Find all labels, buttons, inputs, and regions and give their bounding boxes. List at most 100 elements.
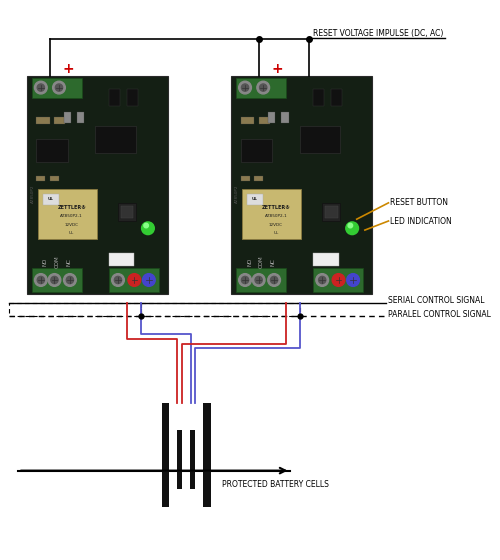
- Bar: [313, 253, 338, 267]
- Bar: [247, 194, 263, 204]
- Bar: [332, 90, 342, 106]
- Circle shape: [252, 274, 265, 286]
- Text: AZ850P2-1: AZ850P2-1: [60, 214, 83, 218]
- Text: NC: NC: [66, 258, 71, 266]
- Bar: [54, 116, 66, 124]
- Bar: [322, 203, 340, 221]
- Text: LED INDICATION: LED INDICATION: [390, 217, 452, 226]
- Circle shape: [242, 277, 248, 283]
- Bar: [268, 112, 275, 123]
- Bar: [162, 403, 169, 507]
- Circle shape: [114, 277, 121, 283]
- Bar: [77, 112, 84, 123]
- Bar: [177, 430, 182, 489]
- Circle shape: [238, 274, 252, 286]
- Bar: [190, 430, 195, 489]
- Circle shape: [144, 223, 148, 228]
- Bar: [240, 176, 250, 181]
- Text: SERIAL CONTROL SIGNAL: SERIAL CONTROL SIGNAL: [388, 296, 485, 305]
- Circle shape: [346, 222, 358, 235]
- Text: NO: NO: [247, 258, 252, 266]
- Bar: [240, 116, 254, 124]
- Bar: [258, 116, 270, 124]
- Circle shape: [346, 274, 360, 286]
- Text: NC: NC: [270, 258, 276, 266]
- Text: UL: UL: [48, 197, 54, 201]
- Circle shape: [270, 277, 278, 283]
- Bar: [32, 78, 82, 97]
- Circle shape: [34, 274, 47, 286]
- Circle shape: [242, 84, 248, 91]
- Bar: [282, 112, 288, 123]
- Circle shape: [56, 84, 62, 91]
- Bar: [64, 112, 71, 123]
- Text: A7850P2: A7850P2: [30, 185, 34, 203]
- Circle shape: [34, 81, 47, 94]
- Circle shape: [268, 274, 280, 286]
- Circle shape: [128, 274, 140, 286]
- Text: 12VDC: 12VDC: [64, 223, 78, 227]
- Circle shape: [257, 81, 270, 94]
- Bar: [254, 176, 263, 181]
- Circle shape: [37, 277, 44, 283]
- Text: PROTECTED BATTERY CELLS: PROTECTED BATTERY CELLS: [222, 480, 329, 489]
- Circle shape: [145, 277, 152, 283]
- Bar: [127, 90, 138, 106]
- Bar: [118, 203, 136, 221]
- Circle shape: [64, 274, 76, 286]
- Bar: [313, 90, 324, 106]
- Bar: [38, 189, 97, 239]
- Bar: [300, 125, 341, 153]
- Circle shape: [130, 277, 138, 283]
- Text: ZETTLER®: ZETTLER®: [262, 205, 290, 210]
- Text: +: +: [271, 62, 282, 76]
- Text: +: +: [62, 62, 74, 76]
- Bar: [325, 206, 338, 218]
- Bar: [109, 90, 120, 106]
- Circle shape: [318, 277, 326, 283]
- Text: 12VDC: 12VDC: [269, 223, 283, 227]
- Circle shape: [37, 84, 44, 91]
- Bar: [36, 116, 50, 124]
- Bar: [96, 125, 136, 153]
- Text: ZETTLER®: ZETTLER®: [58, 205, 86, 210]
- Circle shape: [260, 84, 267, 91]
- Circle shape: [48, 274, 61, 286]
- Text: AZ850P2-1: AZ850P2-1: [264, 214, 287, 218]
- Circle shape: [51, 277, 58, 283]
- Bar: [50, 176, 59, 181]
- Circle shape: [142, 274, 155, 286]
- Text: PARALEL CONTROL SIGNAL: PARALEL CONTROL SIGNAL: [388, 310, 492, 319]
- Bar: [32, 268, 82, 292]
- Bar: [120, 206, 134, 218]
- Text: COM: COM: [259, 255, 264, 268]
- Circle shape: [316, 274, 328, 286]
- Bar: [236, 78, 286, 97]
- Bar: [204, 403, 210, 507]
- Bar: [236, 268, 286, 292]
- Text: A7850P2: A7850P2: [235, 185, 239, 203]
- Text: COM: COM: [54, 255, 60, 268]
- Bar: [27, 76, 168, 293]
- Text: UL: UL: [274, 231, 278, 235]
- Bar: [42, 194, 59, 204]
- Bar: [109, 253, 134, 267]
- Circle shape: [350, 277, 356, 283]
- Circle shape: [348, 223, 352, 228]
- Circle shape: [52, 81, 66, 94]
- Circle shape: [66, 277, 73, 283]
- Bar: [36, 176, 46, 181]
- Text: UL: UL: [69, 231, 74, 235]
- Text: NO: NO: [43, 258, 48, 266]
- Circle shape: [112, 274, 124, 286]
- Bar: [109, 268, 159, 292]
- Circle shape: [255, 277, 262, 283]
- Text: UL: UL: [252, 197, 258, 201]
- Circle shape: [238, 81, 252, 94]
- Bar: [36, 139, 68, 162]
- Bar: [242, 189, 302, 239]
- Circle shape: [335, 277, 342, 283]
- Circle shape: [142, 222, 154, 235]
- Bar: [232, 76, 372, 293]
- Bar: [313, 268, 363, 292]
